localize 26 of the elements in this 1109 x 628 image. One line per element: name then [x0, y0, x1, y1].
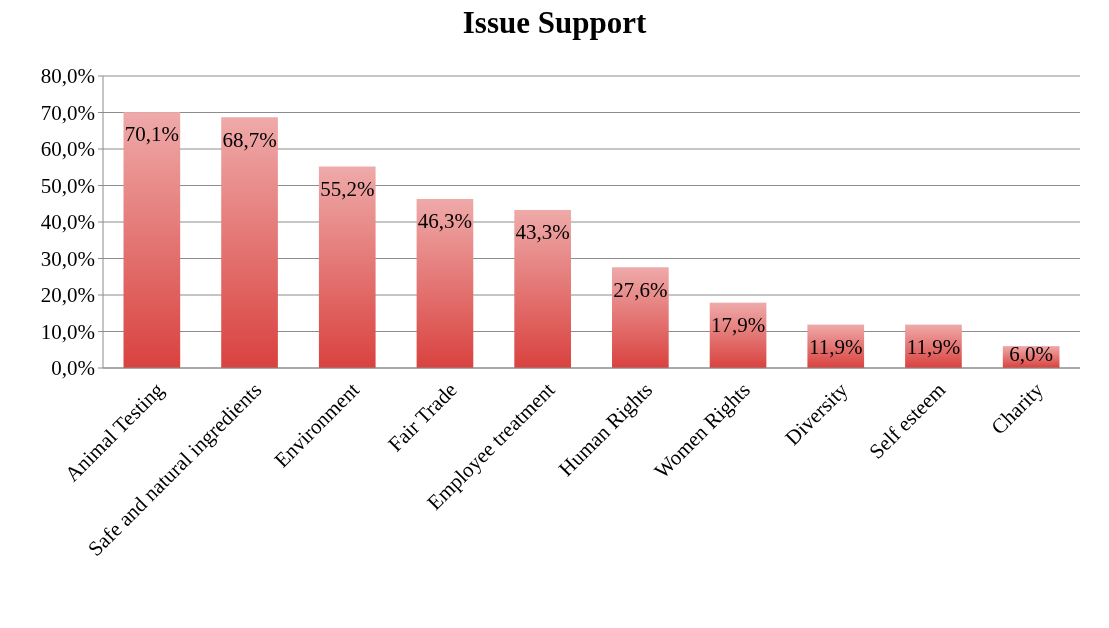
chart-title: Issue Support [462, 5, 647, 40]
y-tick-label: 10,0% [40, 319, 95, 344]
data-label: 55,2% [320, 176, 375, 201]
y-tick-label: 70,0% [40, 100, 95, 125]
data-label: 46,3% [417, 209, 473, 234]
data-label: 6,0% [1009, 342, 1054, 367]
y-tick-label: 20,0% [40, 283, 95, 308]
data-label: 11,9% [906, 334, 961, 359]
data-label: 43,3% [515, 220, 570, 245]
y-tick-label: 50,0% [40, 173, 95, 198]
bar [612, 267, 669, 368]
bar [416, 199, 474, 368]
data-label: 17,9% [710, 313, 766, 338]
data-label: 68,7% [222, 127, 277, 152]
bar [221, 117, 278, 368]
data-label: 11,9% [809, 334, 863, 359]
y-tick-label: 30,0% [40, 246, 95, 271]
data-label: 27,6% [613, 277, 668, 302]
bar [514, 209, 571, 368]
bar [318, 166, 376, 368]
y-tick-label: 80,0% [40, 64, 95, 89]
data-label: 70,1% [124, 122, 179, 147]
y-tick-label: 40,0% [40, 210, 95, 235]
y-tick-label: 0,0% [51, 356, 95, 381]
bar [123, 112, 181, 368]
y-tick-label: 60,0% [40, 137, 95, 162]
